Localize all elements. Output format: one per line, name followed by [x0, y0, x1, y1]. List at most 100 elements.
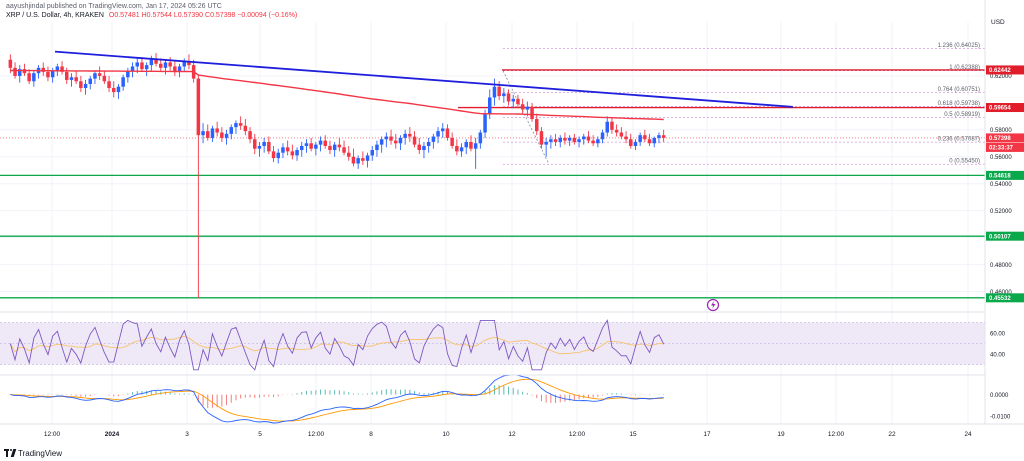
- price-marker-label: 0.57398: [989, 136, 1011, 142]
- candle: [83, 79, 88, 95]
- candle: [629, 133, 633, 149]
- candle: [300, 141, 304, 157]
- candle: [610, 117, 614, 134]
- candle: [506, 89, 511, 106]
- candle: [271, 145, 276, 163]
- publisher-text: aayushjindal published on TradingView.co…: [6, 3, 222, 10]
- candle: [304, 139, 309, 153]
- candle: [121, 74, 125, 91]
- time-tick-label: 15: [629, 431, 637, 438]
- candle: [18, 65, 22, 83]
- candle: [661, 129, 666, 142]
- candle: [591, 135, 595, 146]
- fib-level-label: 0 (0.55450): [949, 159, 980, 165]
- tradingview-brand-label: TradingView: [18, 448, 63, 458]
- candle: [605, 116, 609, 137]
- candle: [426, 137, 431, 153]
- time-tick-label: 12:00: [828, 431, 845, 438]
- symbol-text: XRP / U.S. Dollar, 4h, KRAKEN: [6, 12, 104, 19]
- candle: [220, 127, 224, 142]
- candle: [553, 133, 558, 146]
- time-axis: 12:00 2024 3 5 12:00 8 10 12 12:00 15 17 19 12:00 22 2…: [44, 431, 972, 438]
- candle: [102, 70, 107, 84]
- time-tick-label: 19: [777, 431, 785, 438]
- candle: [473, 137, 478, 169]
- price-tick-label: 0.56000: [990, 155, 1012, 161]
- candle: [323, 135, 327, 149]
- candle: [116, 83, 121, 99]
- candle: [267, 136, 271, 155]
- candle: [398, 135, 403, 151]
- candle: [210, 125, 215, 142]
- candle: [32, 70, 36, 87]
- candle: [572, 133, 577, 145]
- candle: [539, 127, 544, 149]
- candle: [459, 143, 464, 157]
- time-tick-label: 24: [964, 431, 972, 438]
- lightning-alert-icon[interactable]: [706, 298, 720, 312]
- price-levels: [0, 69, 985, 299]
- candle: [450, 132, 454, 149]
- candle: [27, 69, 31, 84]
- candle: [530, 102, 534, 122]
- candle: [563, 132, 567, 145]
- candle: [567, 135, 572, 146]
- price-tick-label: 0.52000: [990, 209, 1012, 215]
- candle: [318, 136, 323, 152]
- candle: [478, 129, 483, 149]
- macd-pane: 0.0000 -0.0100: [10, 374, 1011, 424]
- rsi-line: [9, 319, 665, 371]
- candle: [201, 123, 205, 144]
- candle: [436, 127, 440, 144]
- time-tick-label: 12: [508, 431, 516, 438]
- candle: [370, 145, 374, 161]
- candle: [502, 88, 506, 103]
- chart-overlays: [10, 50, 793, 121]
- candle: [361, 151, 365, 165]
- candle: [342, 140, 346, 156]
- candle: [140, 57, 144, 72]
- candle: [229, 124, 233, 140]
- candle: [582, 133, 586, 145]
- chart-header: aayushjindal published on TradingView.co…: [6, 3, 225, 10]
- candle: [417, 137, 421, 155]
- candle: [243, 119, 248, 136]
- candle: [586, 131, 591, 144]
- candle: [657, 132, 661, 144]
- candle: [173, 61, 177, 76]
- candlestick-series: [8, 52, 666, 299]
- descending-trendline: [54, 50, 793, 108]
- candle: [168, 57, 172, 71]
- price-marker-label: 02:33:37: [989, 146, 1014, 152]
- candle: [544, 137, 548, 157]
- candle: [215, 121, 219, 137]
- price-tick-label: 0.54000: [990, 182, 1012, 188]
- candle: [196, 74, 201, 299]
- price-marker-label: 0.50107: [989, 234, 1011, 240]
- macd-tick-label: 0.0000: [990, 393, 1009, 399]
- fibonacci-retracement: 1.236 (0.64025) 1 (0.62388) 0.764 (0.60751…: [502, 43, 985, 165]
- fib-level-label: 1.236 (0.64025): [938, 43, 980, 49]
- candle: [647, 133, 652, 146]
- footer-brand[interactable]: TradingView: [4, 446, 62, 460]
- candle: [516, 94, 520, 109]
- candle: [79, 75, 83, 93]
- candle: [144, 62, 149, 76]
- candle: [356, 155, 360, 169]
- candle: [257, 141, 262, 157]
- price-tick-label: 0.62000: [990, 74, 1012, 80]
- time-tick-label: 8: [369, 431, 373, 438]
- candle: [112, 81, 116, 98]
- candle: [290, 144, 295, 160]
- candle: [88, 75, 92, 90]
- ohlc-text: O0.57481 H0.57544 L0.57390 C0.57398 −0.0…: [108, 12, 298, 19]
- price-tick-label: 0.46000: [990, 290, 1012, 296]
- candle: [614, 124, 619, 137]
- candle: [445, 124, 450, 141]
- candle: [441, 123, 445, 138]
- price-tick-label: 0.48000: [990, 263, 1012, 269]
- candle: [328, 140, 332, 155]
- candle: [238, 116, 243, 130]
- candle: [549, 135, 553, 149]
